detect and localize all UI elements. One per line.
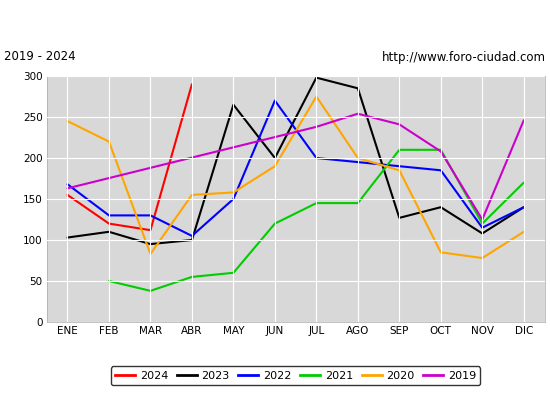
Text: Evolucion Nº Turistas Nacionales en el municipio de Cabanillas de la Sierra: Evolucion Nº Turistas Nacionales en el m… bbox=[0, 14, 550, 28]
Text: http://www.foro-ciudad.com: http://www.foro-ciudad.com bbox=[382, 50, 546, 64]
Text: 2019 - 2024: 2019 - 2024 bbox=[4, 50, 76, 64]
Legend: 2024, 2023, 2022, 2021, 2020, 2019: 2024, 2023, 2022, 2021, 2020, 2019 bbox=[111, 366, 481, 385]
